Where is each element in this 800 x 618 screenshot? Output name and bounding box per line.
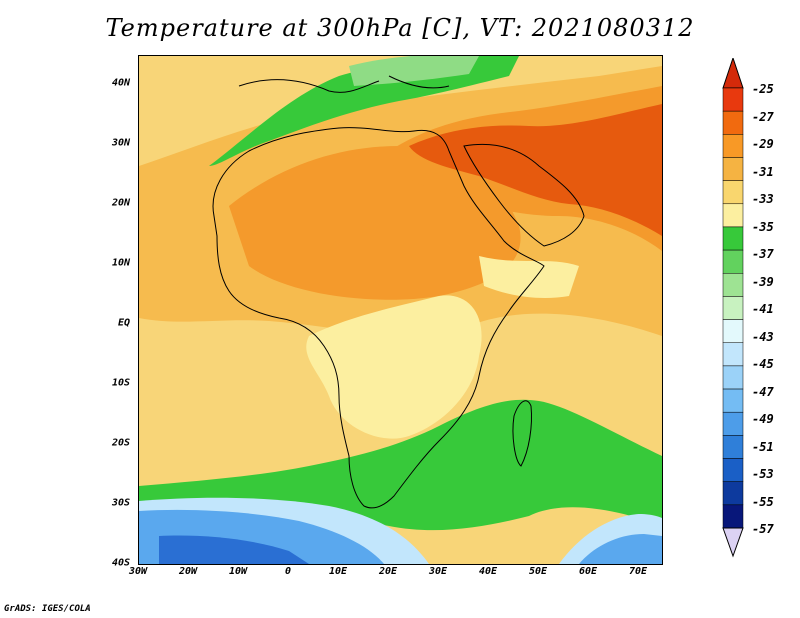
lon-label: 0 [284,566,292,577]
colorbar-label: -27 [752,109,774,124]
lon-label: 50E [528,566,548,577]
colorbar-segment [722,365,744,390]
lon-label: 40E [478,566,498,577]
colorbar [722,58,744,558]
arabia-coastline [463,143,585,247]
colorbar-label: -47 [752,384,774,399]
colorbar-segment [722,319,744,343]
colorbar-segment [722,481,744,506]
colorbar-label: -41 [752,302,774,316]
colorbar-label: -51 [752,439,774,454]
colorbar-label: -45 [752,357,774,371]
africa-coastline [212,127,545,509]
map-canvas [139,56,662,564]
colorbar-segment [722,273,744,297]
colorbar-segment [722,435,744,459]
grads-credit: GrADS: IGES/COLA [4,604,91,614]
lon-label: 30W [128,566,148,577]
mediterranean-green-region [209,56,519,166]
colorbar-label: -35 [752,219,774,234]
lat-label: EQ [117,317,130,329]
colorbar-segment [722,458,744,482]
colorbar-top-triangle [722,58,744,89]
lat-label: 30N [111,137,130,149]
mediterranean-coastline [238,75,450,93]
lat-label: 10N [111,257,130,269]
central-africa-pale-region [306,295,482,439]
lat-label: 10S [111,377,130,389]
lon-label: 30E [428,566,448,577]
horn-of-africa-pale-region [479,256,579,298]
colorbar-segment [722,203,744,228]
colorbar-segment [722,504,744,529]
colorbar-label: -55 [752,494,774,509]
colorbar-label: -37 [752,247,774,261]
southern-green-band [139,399,662,531]
europe-light-green-region [349,56,479,86]
madagascar-coastline [512,400,532,467]
colorbar-segment [722,249,744,274]
lat-label: 20S [111,437,130,449]
south-indian-blue [579,534,662,564]
colorbar-segment [722,180,744,205]
lat-label: 40S [111,557,130,569]
colorbar-label: -49 [752,412,774,426]
colorbar-bottom-triangle [722,527,744,558]
lat-label: 30S [111,497,130,509]
colorbar-label: -43 [752,329,774,344]
lon-label: 20W [178,566,198,577]
colorbar-segment [722,110,744,135]
lon-label: 20E [378,566,398,577]
colorbar-label: -25 [752,82,774,96]
colorbar-label: -31 [752,164,774,179]
colorbar-label: -53 [752,467,774,481]
colorbar-segment [722,388,744,413]
south-atlantic-deep-blue [159,535,309,564]
colorbar-segment [722,226,744,251]
colorbar-segment [722,296,744,320]
map-panel [138,55,663,565]
lon-label: 10E [328,566,348,577]
colorbar-label: -57 [752,522,774,536]
middle-east-hot-core [409,104,662,236]
lon-label: 60E [578,566,598,577]
colorbar-segment [722,87,744,112]
colorbar-segment [722,134,744,158]
lon-label: 70E [628,566,648,577]
lat-label: 20N [111,197,130,209]
colorbar-segment [722,157,744,181]
colorbar-label: -39 [752,274,774,289]
colorbar-segment [722,342,744,367]
colorbar-segment [722,411,744,436]
colorbar-label: -29 [752,137,774,151]
lon-label: 10W [228,566,248,577]
colorbar-label: -33 [752,192,774,206]
lat-label: 40N [111,77,130,89]
map-title: Temperature at 300hPa [C], VT: 202108031… [105,14,695,42]
